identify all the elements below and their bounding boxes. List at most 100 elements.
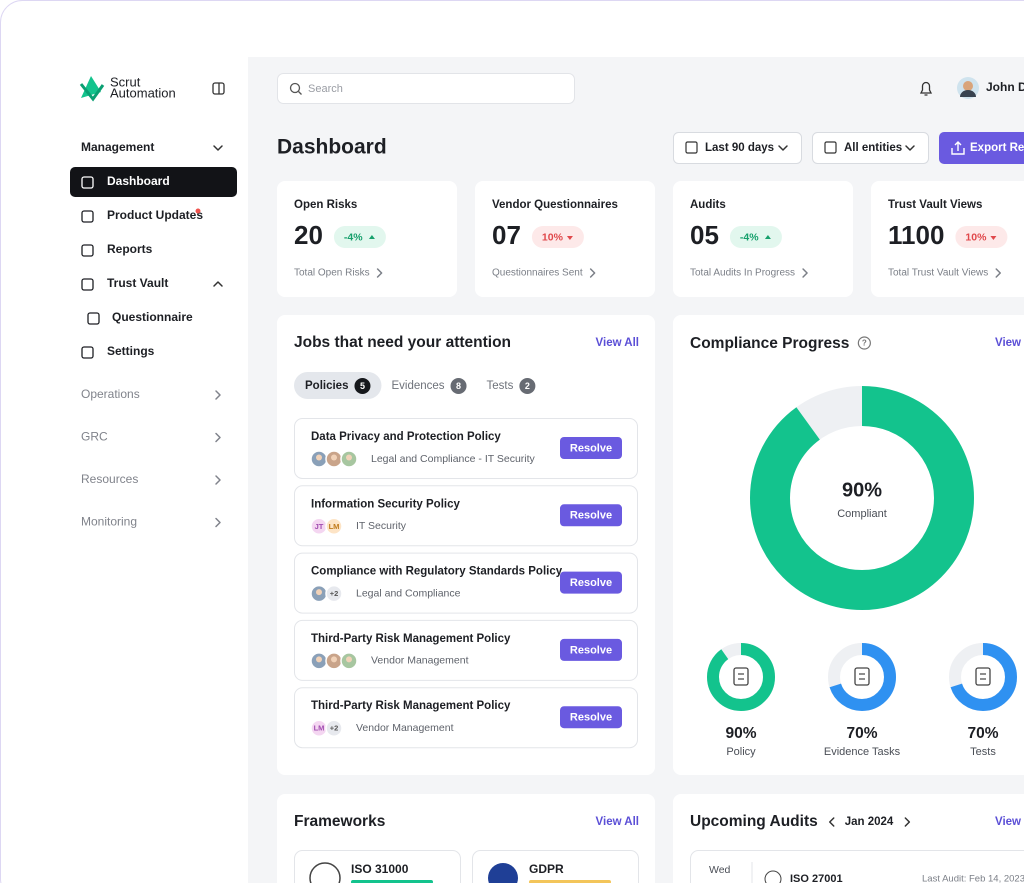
search-icon xyxy=(298,91,302,95)
chevron xyxy=(905,145,915,151)
nav-group[interactable]: Operations xyxy=(81,387,140,401)
avatar-initials: JT xyxy=(315,522,324,531)
nav-icon xyxy=(81,278,94,291)
compliance-label: Compliant xyxy=(837,508,887,520)
nav-item[interactable]: Product Updates xyxy=(107,208,203,222)
kpi-value: 1100 xyxy=(888,220,944,250)
bell-icon[interactable] xyxy=(919,81,933,96)
job-row xyxy=(294,687,638,749)
avatar-initials-bg xyxy=(325,719,343,737)
kpi-trend-arrow xyxy=(368,235,375,239)
resolve-label[interactable]: Resolve xyxy=(570,644,612,656)
kpi-footer[interactable]: Total Open Risks xyxy=(294,268,370,279)
card-title: Upcoming Audits xyxy=(690,813,818,830)
tab-label[interactable]: Policies xyxy=(305,380,348,392)
avatar-initials: +2 xyxy=(330,724,339,733)
page-title: Dashboard xyxy=(277,136,387,159)
part-arc xyxy=(707,643,775,711)
kpi-trend-arrow xyxy=(566,236,573,240)
view-all-link[interactable]: View All xyxy=(995,337,1024,349)
audit-framework: ISO 27001 xyxy=(790,873,843,883)
tab-label[interactable]: Tests xyxy=(487,380,514,392)
search-icon xyxy=(289,82,301,94)
kpi-footer[interactable]: Total Audits In Progress xyxy=(690,268,795,279)
kpi-trend-arrow xyxy=(990,236,997,240)
nav-item[interactable]: Settings xyxy=(107,344,155,358)
chevron xyxy=(778,145,788,151)
compliance-arc xyxy=(750,386,974,610)
job-team: Vendor Management xyxy=(356,722,454,734)
job-team: IT Security xyxy=(356,520,407,532)
framework-name: GDPR xyxy=(529,862,564,876)
framework-logo xyxy=(488,863,518,883)
avatar-initials-bg xyxy=(325,584,343,603)
avatar-face xyxy=(331,656,337,663)
resolve-button[interactable] xyxy=(560,571,622,594)
export-label[interactable]: Export Report xyxy=(970,142,1024,154)
resolve-label[interactable]: Resolve xyxy=(570,712,612,724)
help-icon xyxy=(857,336,871,350)
job-title: Third-Party Risk Management Policy xyxy=(311,633,511,645)
card-title: Jobs that need your attention xyxy=(294,334,511,351)
nav-item[interactable]: Trust Vault xyxy=(107,276,168,290)
avatar-face xyxy=(316,589,322,596)
nav-item[interactable]: Dashboard xyxy=(107,174,170,188)
resolve-label[interactable]: Resolve xyxy=(570,577,612,589)
resolve-button[interactable] xyxy=(560,437,622,459)
nav-active-bg[interactable] xyxy=(70,167,237,197)
job-title: Information Security Policy xyxy=(311,498,460,510)
resolve-label[interactable]: Resolve xyxy=(570,442,612,454)
resolve-button[interactable] xyxy=(560,638,622,661)
help-icon-mark: ? xyxy=(862,339,867,348)
avatar-initials: LM xyxy=(314,724,325,733)
job-row xyxy=(294,485,638,547)
kpi-change-badge xyxy=(729,226,782,248)
kpi-change-badge xyxy=(955,226,1008,248)
export-button[interactable] xyxy=(939,132,1024,164)
framework-name: ISO 31000 xyxy=(351,862,409,876)
tab-count-badge xyxy=(450,378,467,394)
nav-group[interactable]: Monitoring xyxy=(81,515,137,529)
search-box[interactable] xyxy=(277,73,575,104)
nav-group[interactable]: GRC xyxy=(81,430,108,444)
audit-logo xyxy=(764,870,782,883)
part-label: Evidence Tasks xyxy=(824,746,901,758)
resolve-label[interactable]: Resolve xyxy=(570,510,612,522)
job-title: Data Privacy and Protection Policy xyxy=(311,431,501,443)
resolve-button[interactable] xyxy=(560,706,622,729)
framework-logo xyxy=(309,862,341,883)
filter-button[interactable] xyxy=(673,132,802,164)
nav-item[interactable]: Questionnaire xyxy=(112,310,193,324)
user-avatar-body xyxy=(960,90,976,97)
chevron xyxy=(215,475,221,485)
filter-button[interactable] xyxy=(812,132,929,164)
nav-group[interactable]: Resources xyxy=(81,472,138,486)
chevron xyxy=(213,281,223,287)
view-all-link[interactable]: View All xyxy=(995,816,1024,828)
part-arc xyxy=(828,643,896,711)
nav-section[interactable]: Management xyxy=(81,140,154,154)
nav-item[interactable]: Reports xyxy=(107,242,153,256)
kpi-footer[interactable]: Total Trust Vault Views xyxy=(888,268,988,279)
user-name: John Doe xyxy=(986,80,1024,94)
view-all-link[interactable]: View All xyxy=(596,337,639,349)
filter-label[interactable]: All entities xyxy=(844,142,902,154)
audits-month[interactable]: Jan 2024 xyxy=(845,816,894,828)
filter-icon xyxy=(685,141,698,154)
part-icon xyxy=(733,667,749,686)
filter-label[interactable]: Last 90 days xyxy=(705,142,774,154)
compliance-value: 90% xyxy=(842,479,882,501)
kpi-footer[interactable]: Questionnaires Sent xyxy=(492,268,583,279)
brand-name: Scrut xyxy=(110,74,141,89)
nav-icon xyxy=(87,312,100,325)
resolve-button[interactable] xyxy=(560,504,622,527)
tab-count: 2 xyxy=(525,381,530,391)
export-icon xyxy=(951,141,965,155)
kpi-title: Open Risks xyxy=(294,199,357,211)
tab-label[interactable]: Evidences xyxy=(391,380,444,392)
view-all-link[interactable]: View All xyxy=(596,816,639,828)
kpi-value: 20 xyxy=(294,220,323,250)
kpi-trend-arrow xyxy=(764,235,771,239)
